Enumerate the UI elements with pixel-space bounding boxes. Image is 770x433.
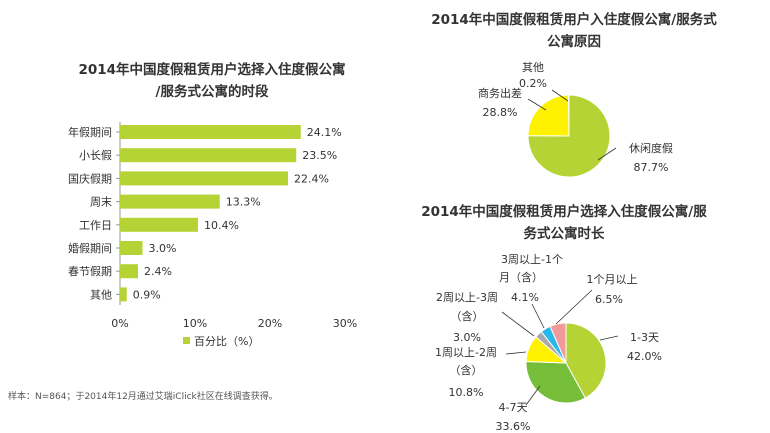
pie2-leader-1m: [555, 289, 593, 325]
bar-3: [120, 194, 220, 209]
bar-xtick-label-1: 10%: [183, 317, 207, 330]
pie2-label-2-3w-line-1: 2周以上-3周: [436, 291, 498, 304]
bar-chart-title-line-1: 2014年中国度假租赁用户选择入住度假公寓: [78, 61, 345, 78]
bar-category-label-5: 婚假期间: [68, 241, 112, 255]
pie2-value-1-3: 42.0%: [627, 350, 662, 363]
pie1-label-business: 商务出差: [478, 86, 522, 100]
bar-value-label-4: 10.4%: [204, 219, 239, 232]
pie1-title-line-2: 公寓原因: [547, 33, 601, 50]
bar-xtick-label-2: 20%: [258, 317, 282, 330]
pie1-title-line-1: 2014年中国度假租赁用户入住度假公寓/服务式: [431, 11, 717, 28]
pie2-value-3w-1m: 4.1%: [511, 291, 539, 304]
bar-xtick-label-3: 30%: [333, 317, 357, 330]
bar-6: [120, 264, 138, 279]
bar-value-label-1: 23.5%: [302, 149, 337, 162]
bar-value-label-7: 0.9%: [133, 288, 161, 301]
pie-chart-reasons: 2014年中国度假租赁用户入住度假公寓/服务式 公寓原因 其他 0.2% 商务出…: [431, 11, 717, 178]
footnote: 样本：N=864；于2014年12月通过艾瑞iClick社区在线调查获得。: [8, 390, 278, 402]
pie1-label-other: 其他: [522, 61, 544, 74]
bar-category-label-6: 春节假期: [68, 264, 112, 278]
pie2-leader-1-3: [599, 335, 619, 341]
bar-category-label-1: 小长假: [79, 148, 112, 162]
bar-category-label-7: 其他: [90, 288, 112, 301]
bar-legend-swatch: [183, 337, 190, 344]
pie1-slice-0: [527, 94, 611, 178]
bar-chart: 2014年中国度假租赁用户选择入住度假公寓 /服务式公寓的时段 年假期间 24.1…: [68, 61, 357, 348]
bar-value-label-3: 13.3%: [226, 196, 261, 209]
pie2-label-3w-1m-line-1: 3周以上-1个: [501, 253, 563, 266]
pie2-slice-1: [525, 360, 586, 404]
pie2-label-4-7: 4-7天: [499, 401, 528, 414]
pie2-value-2-3w: 3.0%: [453, 331, 481, 344]
bar-category-label-4: 工作日: [79, 219, 112, 232]
bar-value-label-0: 24.1%: [307, 126, 342, 139]
pie2-value-1-2w: 10.8%: [449, 386, 484, 399]
pie2-leader-3w-1m: [531, 303, 545, 329]
bar-value-label-2: 22.4%: [294, 172, 329, 185]
bar-2: [120, 171, 288, 186]
bar-value-label-5: 3.0%: [149, 242, 177, 255]
bar-category-label-3: 周末: [90, 195, 112, 209]
pie2-title-line-2: 务式公寓时长: [524, 225, 605, 242]
bar-4: [120, 217, 198, 232]
pie2-leader-4-7: [525, 385, 541, 406]
pie2-leader-1-2w: [505, 351, 527, 355]
pie1-value-other: 0.2%: [519, 77, 547, 90]
pie2-label-1-2w-line-2: （含）: [450, 363, 483, 377]
bar-xtick-label-0: 0%: [111, 317, 128, 330]
pie1-leader-other: [551, 89, 569, 102]
pie1-value-leisure: 87.7%: [634, 161, 669, 174]
bar-1: [120, 148, 297, 163]
bar-7: [120, 287, 127, 302]
bar-legend-label: 百分比（%）: [194, 335, 259, 348]
pie2-leader-2-3w: [501, 311, 535, 337]
pie2-label-1-2w-line-1: 1周以上-2周: [435, 346, 497, 359]
pie2-value-1m: 6.5%: [595, 293, 623, 306]
pie2-value-4-7: 33.6%: [496, 420, 531, 433]
pie2-slice-0: [565, 322, 607, 399]
bar-category-label-2: 国庆假期: [68, 171, 112, 185]
pie1-label-leisure: 休闲度假: [629, 141, 673, 155]
pie2-label-3w-1m-line-2: 月（含）: [499, 270, 543, 284]
bar-category-label-0: 年假期间: [68, 125, 112, 139]
bar-chart-title-line-2: /服务式公寓的时段: [156, 83, 269, 100]
bar-0: [120, 125, 301, 139]
pie-chart-duration: 2014年中国度假租赁用户选择入住度假公寓/服 务式公寓时长 1-3天 42.0…: [421, 203, 707, 433]
pie2-label-2-3w-line-2: （含）: [451, 309, 484, 323]
pie2-label-1m: 1个月以上: [587, 273, 638, 286]
pie2-title-line-1: 2014年中国度假租赁用户选择入住度假公寓/服: [421, 203, 707, 220]
pie1-leader-business: [527, 98, 547, 111]
pie1-leader-leisure: [597, 147, 617, 161]
pie2-slice-5: [549, 322, 567, 364]
pie1-slice-1: [527, 94, 570, 137]
bar-value-label-6: 2.4%: [144, 265, 172, 278]
pie1-value-business: 28.8%: [483, 106, 518, 119]
bar-5: [120, 241, 143, 255]
pie2-label-1-3: 1-3天: [630, 331, 659, 344]
